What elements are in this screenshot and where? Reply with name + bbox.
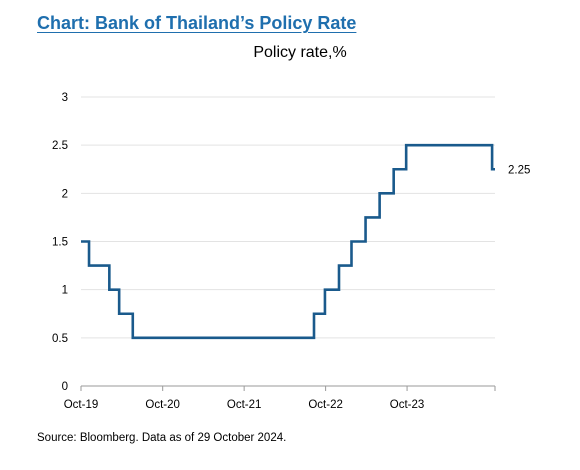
series-line-policy-rate — [81, 143, 495, 340]
y-tick-label: 1 — [62, 285, 68, 297]
grid-lines — [81, 96, 495, 339]
chart-subtitle: Policy rate,% — [253, 44, 347, 61]
x-tick-label: Oct-22 — [308, 399, 343, 411]
x-tick-labels: Oct-19 Oct-20 Oct-21 Oct-22 Oct-23 — [64, 399, 425, 411]
y-tick-label: 2.5 — [52, 140, 68, 152]
source-note: Source: Bloomberg. Data as of 29 October… — [37, 432, 287, 444]
y-tick-label: 3 — [62, 92, 68, 104]
data-labels: 2.25 — [508, 164, 530, 176]
axes — [80, 385, 496, 391]
y-tick-labels: 0 0.5 1 1.5 2 2.5 3 — [52, 92, 68, 393]
end-value-label: 2.25 — [508, 164, 530, 176]
chart-title: Chart: Bank of Thailand’s Policy Rate — [37, 13, 357, 33]
x-tick-label: Oct-19 — [64, 399, 99, 411]
y-tick-label: 1.5 — [52, 237, 68, 249]
y-tick-label: 0.5 — [52, 333, 68, 345]
y-tick-label: 2 — [62, 188, 68, 200]
x-tick-label: Oct-20 — [145, 399, 180, 411]
y-tick-label: 0 — [62, 381, 68, 393]
x-tick-label: Oct-21 — [227, 399, 262, 411]
series — [81, 143, 495, 340]
x-tick-label: Oct-23 — [390, 399, 425, 411]
